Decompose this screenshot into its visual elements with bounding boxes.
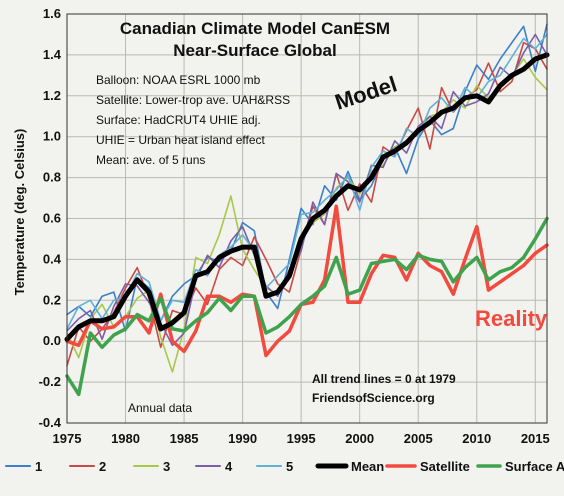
x-tick-label: 1985	[170, 431, 199, 446]
plot-frame	[66, 13, 548, 424]
y-axis-label: Temperature (deg. Celsius)	[12, 129, 27, 296]
y-tick-label: 0.6	[43, 211, 61, 226]
legend: 1 2 3 4 5 Mean Satellite Surface Adj.	[5, 459, 564, 474]
legend-label: 1	[35, 459, 42, 474]
legend-label: Satellite	[420, 459, 470, 474]
note-satellite: Satellite: Lower-trop ave. UAH&RSS	[96, 93, 290, 107]
legend-label: 4	[225, 459, 233, 474]
note-surface: Surface: HadCRUT4 UHIE adj.	[96, 113, 261, 127]
series-layer	[64, 23, 550, 397]
x-tick-label: 2015	[521, 431, 550, 446]
series-line-1	[66, 23, 548, 332]
legend-label: 2	[99, 459, 106, 474]
y-tick-label: 1.6	[43, 6, 61, 21]
y-tick-label: -0.2	[39, 374, 61, 389]
x-tick-label: 2005	[404, 431, 433, 446]
reality-annotation: Reality	[475, 306, 548, 331]
legend-label: Mean	[351, 459, 384, 474]
x-tick-label: 2010	[462, 431, 491, 446]
y-tick-label: 0.2	[43, 292, 61, 307]
x-tick-label: 1980	[111, 431, 140, 446]
y-tick-label: 0.0	[43, 333, 61, 348]
x-tick-label: 2000	[345, 431, 374, 446]
x-tick-label: 1990	[228, 431, 257, 446]
chart-title-line2: Near-Surface Global	[173, 41, 336, 60]
legend-label: Surface Adj.	[505, 459, 564, 474]
y-tick-label: 0.8	[43, 170, 61, 185]
series-line-mean	[64, 52, 550, 342]
x-tick-label: 1995	[287, 431, 316, 446]
y-tick-label: 1.2	[43, 88, 61, 103]
y-tick-label: -0.4	[39, 415, 62, 430]
note-mean: Mean: ave. of 5 runs	[96, 153, 205, 167]
series-line-satellite	[65, 204, 549, 358]
y-tick-label: 1.0	[43, 129, 61, 144]
chart-title-line1: Canadian Climate Model CanESM	[120, 19, 390, 38]
series-line-5	[66, 33, 548, 330]
x-tick-label: 1975	[53, 431, 82, 446]
y-tick-label: 1.4	[43, 47, 62, 62]
legend-label: 5	[286, 459, 293, 474]
y-tick-label: 0.4	[43, 251, 62, 266]
trend-annotation: All trend lines = 0 at 1979	[312, 372, 456, 386]
ticks: -0.4 -0.2 0.0 0.2 0.4 0.6 0.8 1.0 1.2 1.4 1.6 1975 1…	[39, 6, 550, 446]
note-uhie: UHIE = Urban heat island effect	[96, 133, 266, 147]
annual-data-annotation: Annual data	[128, 401, 192, 415]
legend-label: 3	[163, 459, 170, 474]
series-line-surface-adj	[65, 216, 549, 397]
source-annotation: FriendsofScience.org	[312, 391, 435, 405]
note-balloon: Balloon: NOAA ESRL 1000 mb	[96, 73, 261, 87]
